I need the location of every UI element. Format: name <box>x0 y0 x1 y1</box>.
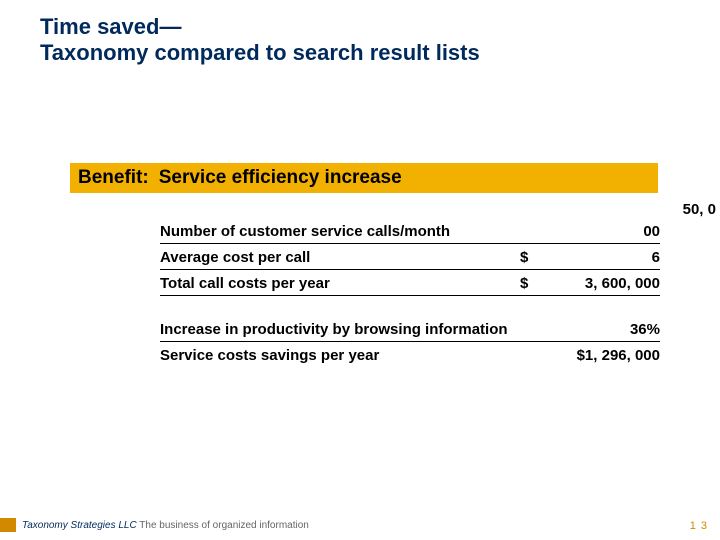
benefit-bar: Benefit: Service efficiency increase <box>70 163 658 193</box>
row-value: 3, 600, 000 <box>540 275 660 292</box>
row-value: 6 <box>540 249 660 266</box>
footer-company: Taxonomy Strategies LLC <box>22 520 137 531</box>
row-label: Average cost per call <box>160 249 520 266</box>
footer-accent-block <box>0 518 16 532</box>
footer-tagline: The business of organized information <box>137 520 309 531</box>
overflow-number: 50, 0 <box>683 201 716 218</box>
benefit-text: Service efficiency increase <box>159 167 402 189</box>
table-row: Increase in productivity by browsing inf… <box>160 316 660 342</box>
row-dollar: $ <box>520 275 540 292</box>
footer-text: Taxonomy Strategies LLC The business of … <box>22 520 309 531</box>
row-value: 36% <box>520 321 660 338</box>
row-label: Service costs savings per year <box>160 347 520 364</box>
page-number: 1 3 <box>690 520 708 532</box>
table-row: Service costs savings per year $1, 296, … <box>160 342 660 367</box>
row-label: Total call costs per year <box>160 275 520 292</box>
row-value: $1, 296, 000 <box>520 347 660 364</box>
title-line-1: Time saved— <box>40 14 181 39</box>
footer: Taxonomy Strategies LLC The business of … <box>0 518 720 532</box>
row-label: Increase in productivity by browsing inf… <box>160 321 520 338</box>
table-row: Total call costs per year $ 3, 600, 000 <box>160 270 660 296</box>
table-row: Average cost per call $ 6 <box>160 244 660 270</box>
data-table: Number of customer service calls/month 0… <box>160 218 660 367</box>
row-label: Number of customer service calls/month <box>160 223 520 240</box>
row-dollar: $ <box>520 249 540 266</box>
slide-title: Time saved— Taxonomy compared to search … <box>40 14 480 67</box>
row-value: 00 <box>540 223 660 240</box>
table-row: Number of customer service calls/month 0… <box>160 218 660 244</box>
title-line-2: Taxonomy compared to search result lists <box>40 40 480 65</box>
benefit-label: Benefit: <box>78 167 149 189</box>
table-gap <box>160 296 660 316</box>
